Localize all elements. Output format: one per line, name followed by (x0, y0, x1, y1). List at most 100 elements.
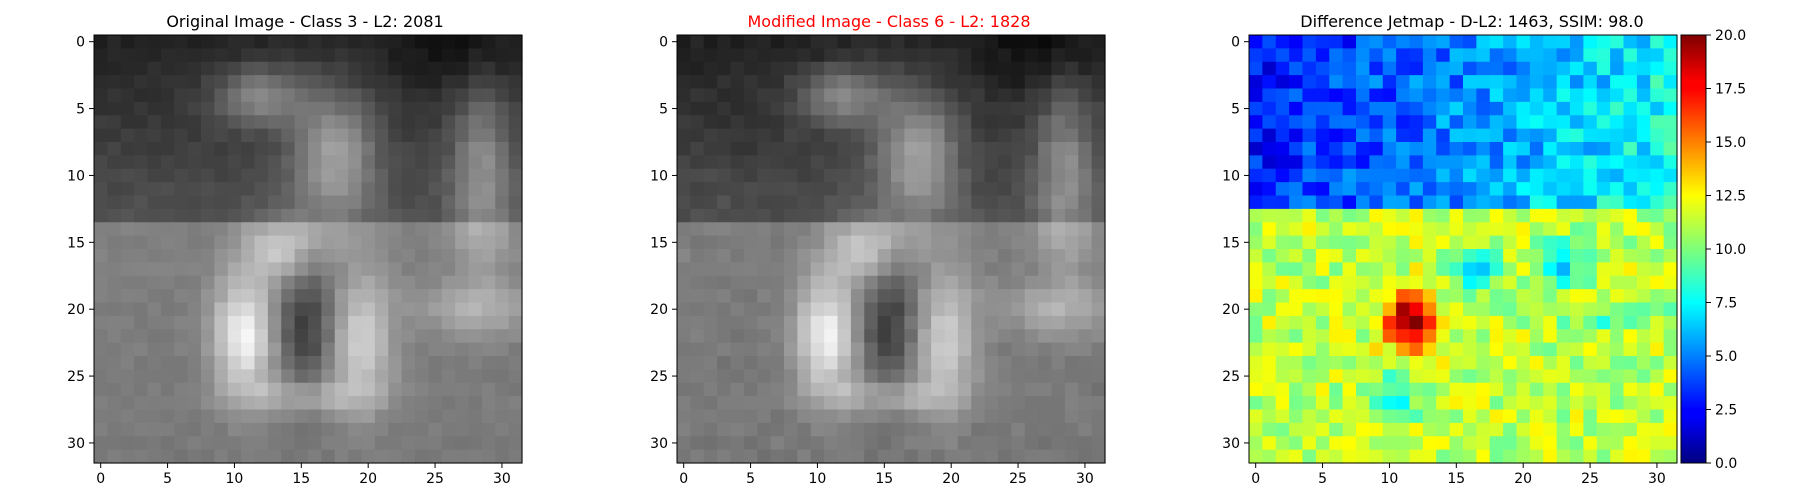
heatmap-cell (917, 168, 932, 183)
heatmap-cell (757, 436, 772, 451)
heatmap-cell (1422, 422, 1437, 437)
heatmap-cell (984, 449, 999, 464)
heatmap-cell (1556, 195, 1571, 210)
heatmap-cell (254, 356, 269, 370)
heatmap-cell (1596, 195, 1611, 210)
heatmap-cell (1610, 142, 1625, 156)
heatmap-cell (1302, 168, 1317, 183)
heatmap-cell (1503, 35, 1518, 49)
heatmap-cell (998, 48, 1012, 63)
heatmap-cell (1650, 262, 1665, 277)
heatmap-cell (1610, 329, 1625, 344)
heatmap-cell (1249, 235, 1263, 250)
heatmap-cell (415, 289, 429, 304)
heatmap-cell (717, 128, 732, 143)
heatmap-cell (147, 142, 162, 156)
heatmap-cell (1543, 115, 1558, 130)
heatmap-cell (428, 168, 443, 183)
heatmap-cell (1543, 396, 1558, 411)
heatmap-cell (998, 222, 1012, 237)
heatmap-cell (770, 275, 785, 290)
heatmap-cell (441, 342, 456, 357)
heatmap-cell (174, 235, 189, 250)
heatmap-cell (281, 449, 296, 464)
x-tick-label: 15 (875, 471, 893, 487)
heatmap-cell (703, 396, 718, 411)
heatmap-cell (1342, 208, 1357, 223)
heatmap-cell (107, 449, 122, 464)
heatmap-cell (717, 356, 732, 370)
heatmap-cell (810, 48, 825, 63)
heatmap-cell (1329, 195, 1344, 210)
heatmap-cell (1302, 249, 1317, 263)
y-tick-label: 0 (76, 35, 85, 51)
heatmap-cell (850, 101, 865, 116)
heatmap-cell (468, 289, 483, 304)
heatmap-cell (1570, 235, 1584, 250)
heatmap-cell (334, 369, 349, 384)
heatmap-cell (495, 369, 510, 384)
heatmap-cell (957, 75, 972, 90)
heatmap-cell (730, 142, 745, 156)
heatmap-cell (1476, 75, 1491, 90)
heatmap-cell (703, 369, 718, 384)
heatmap-cell (428, 275, 443, 290)
heatmap-cell (891, 329, 905, 344)
heatmap-cell (1516, 249, 1531, 263)
heatmap-cell (134, 195, 149, 210)
heatmap-cell (361, 342, 376, 357)
heatmap-cell (1503, 249, 1518, 263)
heatmap-cell (388, 422, 403, 437)
heatmap-cell (1382, 168, 1397, 183)
heatmap-cell (1556, 329, 1571, 344)
heatmap-cell (1422, 61, 1437, 76)
heatmap-cell (374, 249, 389, 263)
heatmap-cell (174, 262, 189, 277)
heatmap-cell (690, 409, 705, 424)
heatmap-cell (388, 155, 403, 170)
heatmap-cell (294, 409, 309, 424)
heatmap-cell (784, 88, 798, 103)
heatmap-cell (690, 182, 705, 197)
heatmap-cell (1596, 208, 1611, 223)
heatmap-cell (187, 235, 202, 250)
heatmap-cell (998, 275, 1012, 290)
heatmap-cell (388, 302, 403, 317)
heatmap-cell (1570, 222, 1584, 237)
heatmap-cell (321, 208, 336, 223)
colorbar-tick-label: 17.5 (1715, 82, 1746, 98)
heatmap-cell (468, 329, 483, 344)
heatmap-cell (1489, 249, 1504, 263)
heatmap-cell (227, 449, 242, 464)
heatmap-cell (770, 48, 785, 63)
heatmap-cell (1342, 128, 1357, 143)
heatmap-cell (1409, 369, 1424, 384)
heatmap-cell (1422, 115, 1437, 130)
heatmap-cell (1342, 449, 1357, 464)
heatmap-cell (1302, 342, 1317, 357)
heatmap-cell (1650, 48, 1665, 63)
axes-frame-difference (1248, 34, 1678, 464)
heatmap-cell (1436, 222, 1451, 237)
heatmap-cell (201, 208, 215, 223)
heatmap-cell (1610, 302, 1625, 317)
heatmap-cell (703, 329, 718, 344)
heatmap-cell (1623, 168, 1638, 183)
heatmap-cell (891, 422, 905, 437)
heatmap-cell (94, 195, 108, 210)
heatmap-cell (877, 396, 892, 411)
heatmap-cell (1356, 342, 1370, 357)
heatmap-cell (1275, 329, 1290, 344)
heatmap-cell (294, 88, 309, 103)
heatmap-cell (1262, 35, 1277, 49)
heatmap-cell (917, 182, 932, 197)
heatmap-cell (1422, 128, 1437, 143)
heatmap-cell (1409, 315, 1424, 330)
heatmap-cell (984, 75, 999, 90)
heatmap-cell (227, 222, 242, 237)
heatmap-cell (837, 342, 852, 357)
heatmap-cell (717, 195, 732, 210)
heatmap-cell (281, 235, 296, 250)
heatmap-cell (1382, 436, 1397, 451)
heatmap-cell (703, 75, 718, 90)
